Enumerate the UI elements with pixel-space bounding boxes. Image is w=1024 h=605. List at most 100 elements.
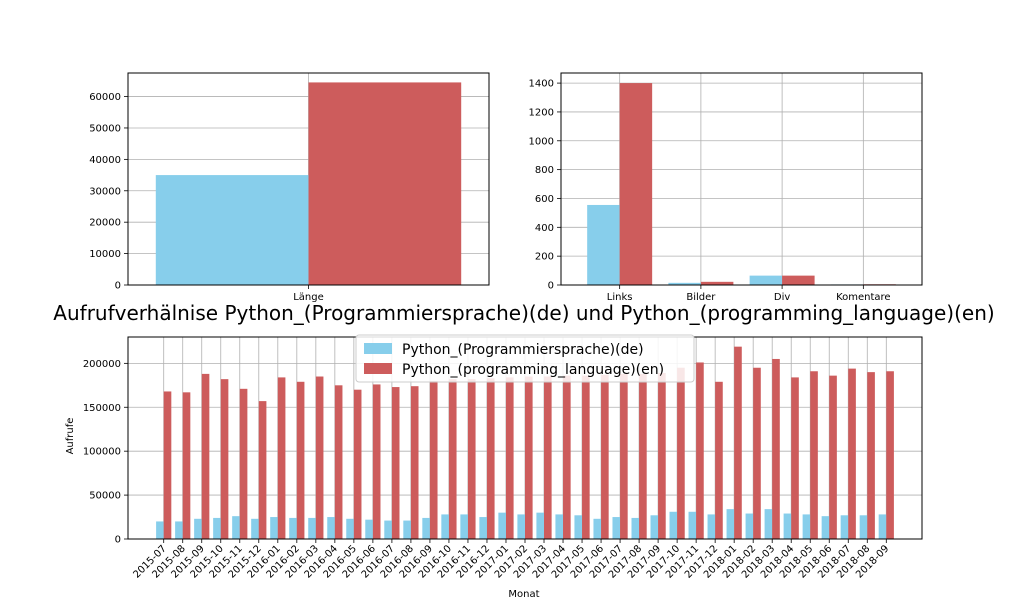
bar [696, 362, 704, 539]
bar [289, 517, 297, 539]
x-tick-label: Links [607, 292, 633, 303]
bar [201, 373, 210, 539]
bar [783, 513, 792, 539]
bar [612, 517, 621, 539]
bar [745, 513, 754, 539]
bar [821, 516, 830, 539]
bar [829, 375, 837, 539]
bar [213, 517, 221, 539]
legend-swatch [364, 363, 392, 374]
bar [631, 517, 640, 539]
y-tick-label: 200000 [83, 359, 121, 370]
bar [220, 379, 229, 539]
bar [479, 517, 487, 539]
chart-top-right: 0 200 400 600 800 1000 1200 1400 Links Bilder Div K… [529, 72, 923, 303]
bar [619, 83, 653, 285]
bar [460, 514, 468, 539]
bar [764, 509, 773, 539]
bar [753, 367, 761, 539]
bar [232, 516, 240, 539]
bar [802, 514, 811, 539]
legend-label: Python_(Programmiersprache)(de) [402, 342, 644, 358]
bar [346, 518, 354, 539]
x-tick-label: Länge [293, 292, 324, 303]
bar [810, 371, 818, 539]
bar [467, 379, 476, 539]
bar [384, 520, 392, 539]
bar [658, 373, 666, 539]
bar [498, 512, 506, 539]
bar [878, 514, 887, 539]
bar [688, 511, 697, 539]
bar [782, 275, 815, 285]
bar [639, 373, 647, 539]
bar [555, 514, 564, 539]
bar [239, 388, 248, 539]
bar [334, 385, 343, 539]
y-tick-label: 1000 [529, 136, 554, 147]
y-tick-label: 10000 [89, 249, 121, 260]
y-tick-label: 1400 [529, 79, 554, 90]
bar [391, 387, 400, 539]
bar [486, 378, 495, 539]
y-tick-label: 150000 [83, 403, 121, 414]
bar [582, 375, 590, 539]
y-tick-label: 200 [535, 252, 554, 263]
bar [601, 374, 609, 539]
bar [517, 514, 525, 539]
bar [448, 379, 457, 539]
y-tick-label: 800 [535, 165, 554, 176]
x-axis-label: Monat [508, 589, 539, 600]
bar [840, 515, 849, 539]
bar [715, 381, 723, 539]
bar [182, 392, 191, 539]
bar [848, 368, 856, 539]
chart-top-left: 0 10000 20000 30000 40000 50000 60000 Länge [89, 72, 490, 303]
y-tick-label: 400 [535, 223, 554, 234]
bar [707, 514, 716, 539]
legend-label: Python_(programming_language)(en) [402, 362, 664, 378]
bar [194, 518, 202, 539]
legend-box [355, 334, 695, 383]
bar [163, 391, 172, 539]
y-tick-label: 0 [115, 535, 121, 546]
bar [734, 346, 742, 539]
bar [620, 373, 628, 539]
chart-bottom: 0500001000001500002000002015-072015-0820… [83, 334, 923, 581]
y-tick-label: 100000 [83, 447, 121, 458]
x-tick-label: Bilder [686, 292, 716, 303]
bar [668, 282, 701, 285]
bar [563, 375, 571, 539]
bar [277, 377, 286, 539]
y-tick-label: 50000 [89, 123, 121, 134]
bar [749, 275, 783, 285]
bar [315, 376, 324, 539]
y-tick-label: 20000 [89, 218, 121, 229]
bar [155, 175, 309, 285]
y-tick-label: 1200 [529, 107, 554, 118]
bar [593, 518, 602, 539]
axes-frame [560, 72, 923, 286]
bar [308, 517, 316, 539]
bar [726, 509, 735, 539]
bar [365, 519, 373, 539]
y-tick-label: 0 [548, 281, 554, 292]
bar [258, 401, 267, 539]
y-axis-label: Aufrufe [65, 418, 76, 455]
bar [700, 281, 734, 285]
bar [372, 384, 381, 539]
bar [574, 515, 583, 539]
legend-swatch [364, 343, 392, 354]
x-tick-label: Div [774, 292, 790, 303]
bar [156, 521, 164, 539]
y-tick-label: 60000 [89, 92, 121, 103]
bar [677, 367, 685, 539]
bar [867, 372, 875, 539]
x-tick-label: Komentare [836, 292, 891, 303]
bar [175, 521, 183, 539]
bar [270, 517, 278, 539]
y-tick-label: 30000 [89, 186, 121, 197]
bar [353, 389, 362, 539]
bar [308, 82, 462, 285]
